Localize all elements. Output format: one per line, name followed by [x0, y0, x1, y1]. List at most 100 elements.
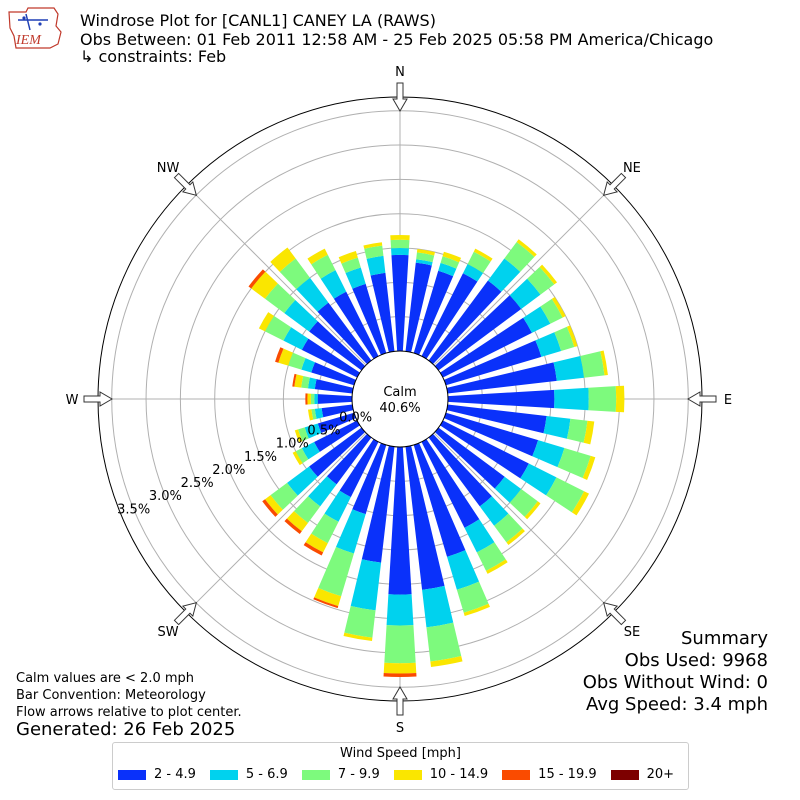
rose-segment — [388, 446, 412, 595]
rose-segment — [284, 299, 318, 332]
rose-segment — [413, 443, 466, 557]
rose-segment — [391, 248, 409, 256]
direction-label: E — [724, 393, 732, 408]
rose-segment — [364, 245, 384, 259]
rose-segment — [566, 418, 588, 443]
rose-segment — [286, 511, 308, 532]
rose-segment — [462, 264, 484, 282]
rose-segment — [600, 350, 608, 376]
rose-segment — [314, 420, 360, 452]
grid-spoke — [186, 432, 367, 613]
flow-arrow-icon — [602, 172, 627, 197]
rose-segment — [476, 542, 506, 571]
rose-segment — [314, 379, 354, 394]
rose-segment — [309, 427, 366, 477]
rose-segment — [278, 348, 293, 366]
direction-label: SE — [624, 625, 640, 640]
rose-segment — [486, 559, 508, 574]
summary-avg-speed: Avg Speed: 3.4 mph — [586, 694, 768, 715]
legend-item: 10 - 14.9 — [393, 767, 488, 782]
legend-swatch — [393, 769, 422, 780]
rose-segment — [265, 315, 292, 341]
rose-segment — [314, 408, 324, 419]
direction-label: SW — [158, 625, 179, 640]
flow-arrow-icon — [173, 172, 198, 197]
rose-segment — [317, 302, 372, 365]
rose-segment — [434, 295, 522, 371]
rose-segment — [311, 408, 317, 420]
rose-segment — [251, 271, 278, 299]
rose-segment — [317, 412, 356, 434]
rose-segment — [303, 542, 324, 556]
ring-label: 1.5% — [244, 450, 277, 465]
rose-segment — [523, 306, 551, 333]
rose-segment — [553, 356, 585, 381]
rose-segment — [311, 362, 356, 386]
calm-circle — [351, 350, 449, 448]
flow-arrow-icon — [392, 82, 408, 112]
rose-segment — [554, 387, 589, 411]
rose-segment — [307, 409, 314, 421]
rose-segment — [383, 673, 417, 677]
rose-segment — [516, 239, 537, 257]
rose-segment — [520, 463, 557, 496]
rose-segment — [405, 445, 445, 590]
rose-segment — [341, 257, 361, 274]
rose-segment — [294, 374, 304, 388]
rose-segment — [324, 490, 351, 522]
calm-label: Calm — [383, 385, 416, 400]
rose-segment — [494, 476, 522, 503]
rose-segment — [308, 476, 337, 507]
rose-segment — [440, 317, 532, 378]
rose-segment — [494, 513, 523, 543]
rose-segment — [384, 625, 416, 664]
ring-label: 0.5% — [307, 424, 340, 439]
legend-swatch — [301, 769, 330, 780]
rose-segment — [265, 283, 296, 314]
rose-segment — [405, 262, 432, 353]
rose-segment — [440, 256, 460, 269]
rose-segment — [580, 351, 605, 378]
rose-segment — [258, 312, 274, 332]
rose-segment — [464, 519, 495, 553]
rose-segment — [487, 258, 521, 292]
rose-segment — [311, 254, 336, 279]
rose-segment — [615, 385, 625, 413]
ring-label: 1.0% — [276, 437, 309, 452]
rose-segment — [292, 373, 297, 387]
grid-spoke — [186, 185, 367, 366]
rose-segment — [456, 581, 489, 613]
rose-segment — [284, 518, 302, 534]
rose-segment — [444, 412, 539, 457]
legend-swatch — [502, 769, 531, 780]
rose-segment — [295, 448, 309, 464]
rose-segment — [422, 585, 454, 628]
rose-segment — [506, 528, 525, 546]
rose-segment — [338, 251, 358, 264]
rose-segment — [363, 242, 383, 249]
rose-segment — [307, 377, 317, 390]
rose-segment — [532, 440, 565, 468]
rose-segment — [509, 489, 538, 517]
rose-segment — [446, 404, 547, 434]
rose-segment — [415, 259, 433, 266]
legend-item: 5 - 6.9 — [209, 767, 288, 782]
rose-segment — [438, 262, 457, 277]
legend-label: 5 - 6.9 — [245, 767, 288, 782]
rose-segment — [288, 352, 306, 370]
rose-segment — [301, 375, 310, 389]
rose-segment — [275, 347, 284, 363]
legend-item: 15 - 19.9 — [502, 767, 597, 782]
direction-label: NW — [157, 161, 180, 176]
rose-segment — [583, 420, 595, 445]
rose-segment — [270, 482, 298, 510]
rose-segment — [287, 466, 318, 496]
rose-segment — [421, 273, 478, 359]
rose-segment — [311, 513, 339, 544]
grid-spoke — [433, 432, 614, 613]
rose-segment — [463, 603, 490, 617]
chart-subtitle: Obs Between: 01 Feb 2011 12:58 AM - 25 F… — [80, 30, 714, 49]
rose-segment — [279, 258, 310, 290]
ring-label: 2.5% — [181, 476, 214, 491]
rose-segment — [305, 393, 308, 405]
